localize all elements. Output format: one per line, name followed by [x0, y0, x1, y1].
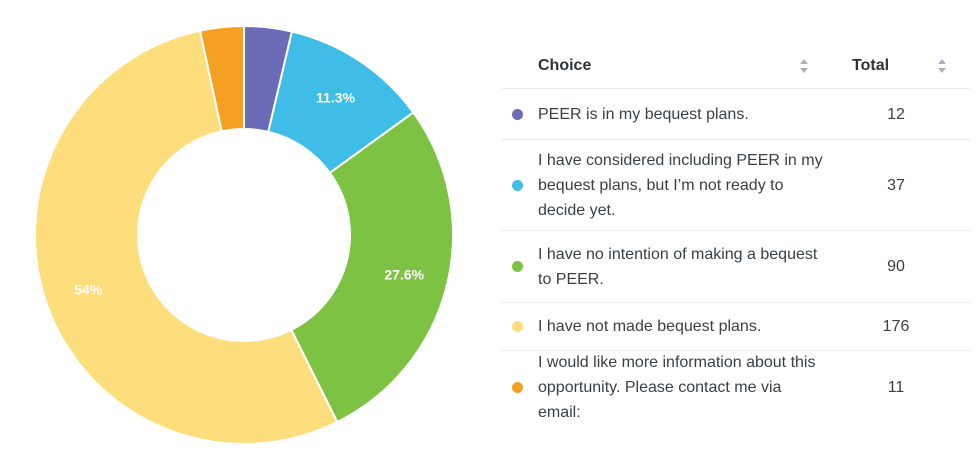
- legend-dot-icon: [511, 261, 523, 272]
- total-cell: 12: [887, 105, 905, 123]
- total-header-label: Total: [852, 57, 890, 74]
- total-cell: 176: [882, 318, 910, 335]
- total-cell: 11: [887, 378, 905, 396]
- choice-table: Choice Total PEER is in my bequest plans…: [502, 44, 970, 423]
- choice-cell: PEER is in my bequest plans.: [538, 105, 749, 123]
- column-header-total[interactable]: Total: [836, 57, 970, 75]
- choice-cell: I have not made bequest plans.: [538, 318, 762, 335]
- table-row: I have not made bequest plans. 176: [502, 303, 970, 351]
- donut-slice[interactable]: [198, 24, 245, 133]
- choice-cell: I would like more information about this…: [538, 353, 816, 421]
- slice-data-label: 11.3%: [316, 90, 355, 106]
- choice-header-label: Choice: [538, 57, 592, 74]
- slice-data-label: 27.6%: [384, 266, 424, 282]
- table-row: I have no intention of making a bequest …: [502, 231, 970, 303]
- donut-slice[interactable]: [289, 111, 454, 424]
- slice-data-label: 54%: [74, 282, 103, 298]
- column-header-choice[interactable]: Choice: [502, 57, 836, 75]
- legend-dot-icon: [511, 108, 523, 120]
- donut-slice[interactable]: [34, 29, 339, 445]
- total-cell: 90: [887, 258, 905, 275]
- table-row: I would like more information about this…: [502, 351, 970, 423]
- sort-icon[interactable]: [800, 59, 808, 73]
- choice-cell: I have considered including PEER in my b…: [538, 151, 823, 219]
- legend-dot-icon: [511, 179, 523, 191]
- donut-chart: 11.3% 27.6% 54%: [34, 24, 454, 445]
- legend-dot-icon: [511, 381, 523, 393]
- legend-dot-icon: [511, 321, 523, 332]
- choice-cell: I have no intention of making a bequest …: [538, 245, 818, 288]
- donut-svg: 11.3% 27.6% 54%: [34, 24, 454, 445]
- sort-icon[interactable]: [938, 59, 946, 73]
- table-header: Choice Total: [502, 44, 970, 89]
- total-cell: 37: [887, 176, 905, 194]
- table-row: PEER is in my bequest plans. 12: [502, 89, 970, 140]
- table-row: I have considered including PEER in my b…: [502, 140, 970, 231]
